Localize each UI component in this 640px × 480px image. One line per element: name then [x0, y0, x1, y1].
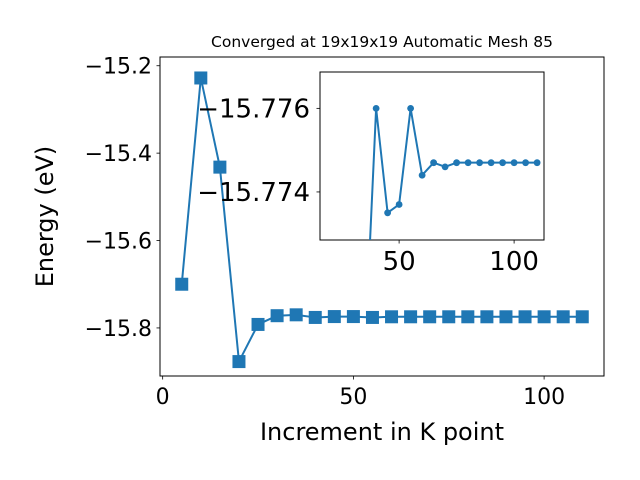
main-data-point [518, 310, 532, 324]
main-x-axis-label: Increment in K point [260, 418, 504, 446]
main-chart-title: Converged at 19x19x19 Automatic Mesh 85 [211, 33, 553, 51]
main-x-tick-label: 50 [339, 385, 367, 410]
main-data-point [194, 71, 208, 85]
main-data-point [461, 310, 475, 324]
inset-data-point [499, 159, 507, 167]
inset-data-point [464, 159, 472, 167]
inset-data-point [395, 201, 403, 208]
main-y-tick-label: −15.8 [85, 317, 152, 342]
main-data-point [423, 310, 437, 324]
main-x-tick-label: 0 [156, 385, 170, 410]
inset-data-point [453, 159, 461, 167]
main-data-point [232, 355, 246, 369]
main-data-point [575, 310, 589, 324]
main-data-point [308, 310, 322, 324]
inset-plot: 50 100 −15.776 −15.774 [197, 71, 545, 277]
main-data-point [442, 310, 456, 324]
main-data-point [175, 277, 189, 291]
main-data-point [213, 160, 227, 174]
inset-y-tick-label: −15.774 [197, 178, 310, 208]
inset-data-point [510, 159, 518, 167]
main-y-tick-label: −15.6 [85, 230, 152, 255]
main-data-point [537, 310, 551, 324]
main-data-point [385, 310, 399, 324]
inset-data-point [372, 104, 380, 112]
inset-data-point [418, 171, 426, 179]
inset-data-point [441, 163, 449, 171]
main-series [175, 71, 589, 369]
main-data-point [251, 317, 265, 331]
inset-data-point [407, 104, 415, 112]
main-y-tick-label: −15.4 [85, 142, 152, 167]
main-data-point [270, 309, 284, 323]
main-data-point [346, 310, 360, 324]
main-data-point [499, 310, 513, 324]
main-y-axis-label: Energy (eV) [31, 146, 59, 288]
main-data-point [480, 310, 494, 324]
inset-data-point [522, 159, 530, 167]
main-series-line [180, 76, 583, 363]
inset-data-point [476, 159, 484, 167]
main-data-point [556, 310, 570, 324]
main-x-tick-label: 100 [523, 385, 565, 410]
inset-data-point [430, 159, 438, 167]
inset-y-tick-label: −15.776 [197, 94, 310, 124]
inset-data-point [384, 209, 392, 217]
inset-data-point [533, 159, 541, 167]
main-data-point [327, 310, 341, 324]
inset-plot-frame [319, 71, 545, 241]
main-data-point [365, 310, 379, 324]
main-y-tick-label: −15.2 [85, 55, 152, 80]
inset-data-point [487, 159, 495, 167]
main-data-point [289, 308, 303, 322]
inset-x-tick-label: 50 [383, 247, 416, 277]
inset-series [369, 104, 541, 240]
main-data-point [404, 310, 418, 324]
inset-x-tick-label: 100 [489, 247, 539, 277]
inset-series-line [369, 107, 538, 240]
